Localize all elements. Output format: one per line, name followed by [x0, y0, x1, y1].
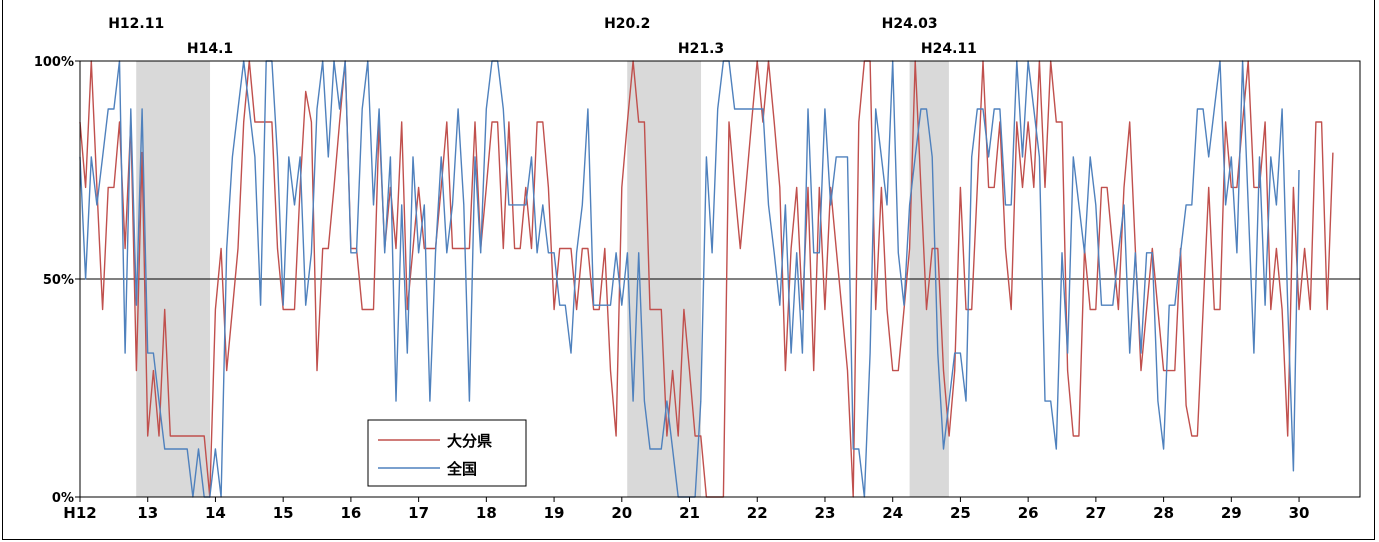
x-tick-label: 21 — [679, 504, 700, 522]
y-tick-label: 0% — [52, 491, 74, 506]
x-tick-label: 19 — [544, 504, 565, 522]
recession-annotation: H21.3 — [678, 41, 724, 57]
legend: 大分県 全国 — [367, 419, 527, 487]
y-axis-ticks: 0% 50% 100% — [34, 55, 80, 506]
x-tick-label: 14 — [205, 504, 226, 522]
x-tick-label: 13 — [137, 504, 158, 522]
x-tick-label: 25 — [950, 504, 971, 522]
recession-annotation: H24.11 — [921, 41, 977, 57]
recession-annotation: H20.2 — [604, 16, 650, 32]
x-tick-label: 15 — [273, 504, 294, 522]
x-tick-label: 28 — [1153, 504, 1174, 522]
x-tick-label: 18 — [476, 504, 497, 522]
x-tick-label: 17 — [408, 504, 429, 522]
x-tick-label: 29 — [1221, 504, 1242, 522]
recession-annotation: H12.11 — [108, 16, 164, 32]
recession-annotation: H24.03 — [882, 16, 938, 32]
x-tick-label: 22 — [747, 504, 768, 522]
y-tick-label: 100% — [34, 55, 74, 70]
legend-box — [367, 419, 527, 487]
y-tick-label: 50% — [43, 273, 74, 288]
legend-label-oita: 大分県 — [447, 432, 492, 450]
x-tick-label: 16 — [340, 504, 361, 522]
x-tick-label: 20 — [611, 504, 632, 522]
x-tick-label: 27 — [1085, 504, 1106, 522]
x-axis-ticks: H12 13 14 15 16 17 18 19 20 21 22 23 24 25 26 27 28 29 30 — [63, 497, 1309, 522]
x-tick-label: 26 — [1018, 504, 1039, 522]
x-tick-label: 24 — [882, 504, 903, 522]
x-tick-label: 23 — [815, 504, 836, 522]
x-tick-label: H12 — [63, 504, 96, 522]
x-tick-label: 30 — [1289, 504, 1310, 522]
legend-label-national: 全国 — [446, 460, 477, 478]
recession-annotation: H14.1 — [187, 41, 233, 57]
recession-annotations: H12.11 H14.1 H20.2 H21.3 H24.03 H24.11 — [108, 16, 977, 57]
